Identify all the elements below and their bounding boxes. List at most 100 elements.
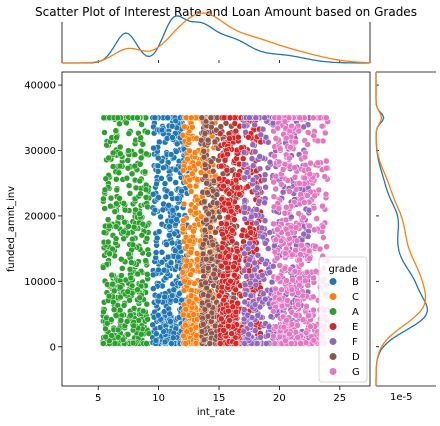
scatter-point xyxy=(283,316,290,324)
scatter-point xyxy=(296,256,303,264)
scatter-point xyxy=(199,241,207,248)
scatter-point xyxy=(270,308,277,315)
scatter-point xyxy=(163,135,171,142)
scatter-point xyxy=(125,223,132,230)
scatter-point xyxy=(107,194,115,202)
scatter-point xyxy=(232,177,240,184)
scatter-point xyxy=(124,157,132,164)
scatter-point xyxy=(123,174,131,182)
scatter-point xyxy=(279,188,287,196)
legend-label: D xyxy=(352,352,360,363)
y-axis-label: funded_amnt_inv xyxy=(6,186,17,272)
scatter-point xyxy=(283,204,290,211)
scatter-point xyxy=(166,310,173,318)
scatter-point xyxy=(296,180,303,187)
scatter-point xyxy=(301,153,309,161)
scatter-point xyxy=(262,183,269,191)
scatter-point xyxy=(254,312,262,319)
scatter-point xyxy=(276,262,284,269)
scatter-point xyxy=(137,190,144,198)
scatter-point xyxy=(319,223,327,231)
scatter-point xyxy=(232,254,240,261)
scatter-point xyxy=(130,322,137,330)
scatter-point xyxy=(112,127,120,134)
scatter-point xyxy=(134,286,141,293)
scatter-point xyxy=(119,265,126,272)
scatter-point xyxy=(284,177,292,184)
scatter-point xyxy=(248,155,256,162)
scatter-point xyxy=(248,213,255,221)
scatter-point xyxy=(215,175,223,183)
scatter-point xyxy=(288,286,296,293)
scatter-point xyxy=(251,259,258,267)
y-tick-label: 40000 xyxy=(24,81,56,92)
scatter-point xyxy=(226,317,233,324)
scatter-point xyxy=(199,299,206,307)
scatter-point xyxy=(114,326,122,334)
scatter-point xyxy=(241,215,249,223)
scatter-point xyxy=(179,269,187,276)
scatter-point xyxy=(220,182,227,190)
scatter-point xyxy=(265,245,272,252)
scatter-point xyxy=(197,169,205,176)
scatter-point xyxy=(119,336,127,344)
scatter-point xyxy=(225,322,232,330)
legend-item-A: A xyxy=(329,307,359,318)
scatter-point xyxy=(131,151,139,158)
scatter-point xyxy=(192,209,200,217)
scatter-point xyxy=(227,208,235,215)
scatter-point xyxy=(160,164,167,172)
scatter-point xyxy=(155,292,163,300)
scatter-point xyxy=(310,132,317,140)
scatter-point xyxy=(202,255,210,263)
scatter-point xyxy=(161,180,169,187)
scatter-point xyxy=(283,277,290,284)
scatter-point xyxy=(225,253,232,260)
legend-item-G: G xyxy=(329,367,360,378)
scatter-point xyxy=(232,127,240,135)
scatter-point xyxy=(172,297,180,304)
scatter-point xyxy=(299,292,306,300)
scatter-point xyxy=(185,298,193,305)
scatter-point xyxy=(112,223,120,230)
main-plot: 5 10 15 20 25 0 10000 20000 30000 40000 int_rate… xyxy=(6,71,371,418)
scatter-point xyxy=(226,114,234,122)
scatter-point xyxy=(113,134,120,141)
scatter-point xyxy=(171,247,179,254)
scatter-point xyxy=(292,224,300,231)
scatter-point xyxy=(138,121,145,128)
scatter-point xyxy=(304,192,311,199)
scatter-point xyxy=(169,134,176,141)
scatter-point xyxy=(109,163,117,170)
scatter-point xyxy=(186,176,193,184)
scatter-point xyxy=(261,217,269,224)
scatter-point xyxy=(107,202,114,210)
scatter-point xyxy=(100,308,107,316)
scatter-point xyxy=(202,117,210,125)
scatter-point xyxy=(292,311,300,319)
scatter-point xyxy=(218,315,225,323)
scatter-point xyxy=(226,135,233,142)
scatter-point xyxy=(105,292,113,300)
scatter-point xyxy=(100,114,108,122)
scatter-point xyxy=(167,190,175,198)
scatter-point xyxy=(235,133,242,141)
scatter-point xyxy=(262,295,269,303)
scatter-point xyxy=(128,259,135,266)
scatter-point xyxy=(121,218,128,226)
scatter-point xyxy=(259,125,267,133)
scatter-point xyxy=(172,166,180,174)
scatter-point xyxy=(241,291,249,298)
scatter-point xyxy=(284,297,291,304)
scatter-point xyxy=(134,270,141,278)
scatter-point xyxy=(319,137,327,145)
scatter-point xyxy=(300,214,307,221)
x-tick-label: 20 xyxy=(273,393,286,404)
scatter-point xyxy=(123,318,131,325)
scatter-point xyxy=(292,138,299,146)
scatter-point xyxy=(221,157,229,164)
scatter-point xyxy=(274,274,282,282)
scatter-point xyxy=(130,223,138,231)
